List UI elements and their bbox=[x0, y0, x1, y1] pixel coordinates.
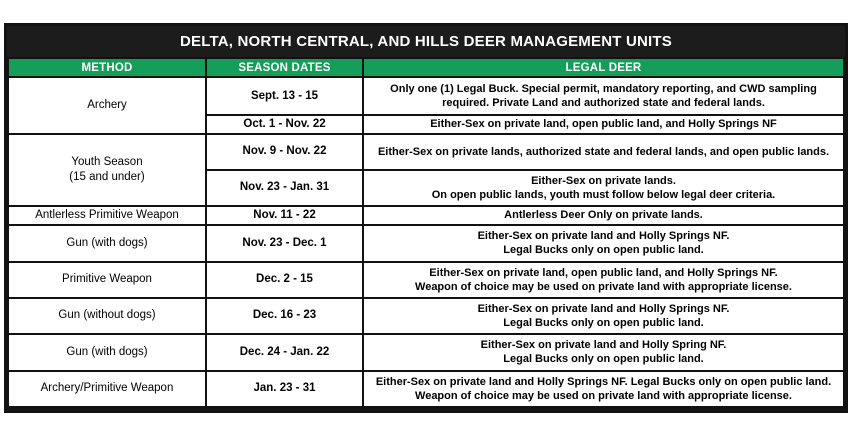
legal-deer-cell: Either-Sex on private land and Holly Spr… bbox=[362, 332, 845, 372]
table-row: Primitive Weapon Dec. 2 - 15 Either-Sex on… bbox=[7, 260, 845, 299]
season-dates-cell: Oct. 1 - Nov. 22 bbox=[205, 114, 364, 135]
table-header: METHOD SEASON DATES LEGAL DEER bbox=[7, 57, 845, 78]
header-row: METHOD SEASON DATES LEGAL DEER bbox=[7, 57, 845, 78]
legal-deer-cell: Either-Sex on private lands. On open pub… bbox=[362, 168, 845, 207]
legal-deer-cell: Either-Sex on private land, open public … bbox=[362, 260, 845, 299]
season-dates-cell: Dec. 24 - Jan. 22 bbox=[205, 332, 364, 372]
legal-deer-cell: Either-Sex on private land and Holly Spr… bbox=[362, 223, 845, 263]
method-cell: Gun (with dogs) bbox=[7, 223, 207, 263]
table-row: Gun (without dogs) Dec. 16 - 23 Either-Sex… bbox=[7, 296, 845, 335]
table-row: Gun (with dogs) Nov. 23 - Dec. 1 Either-Se… bbox=[7, 223, 845, 263]
table-row: Archery Sept. 13 - 15 Only one (1) Legal B… bbox=[7, 76, 845, 135]
season-dates-cell: Nov. 23 - Jan. 31 bbox=[205, 168, 364, 207]
column-header-method: METHOD bbox=[7, 57, 207, 78]
method-cell: Gun (with dogs) bbox=[7, 332, 207, 372]
column-header-season-dates: SEASON DATES bbox=[205, 57, 364, 78]
table-row: Nov. 23 - Jan. 31 Either-Sex on private l… bbox=[8, 168, 845, 207]
season-dates-cell: Dec. 2 - 15 bbox=[205, 260, 364, 299]
table-row: Archery/Primitive Weapon Jan. 23 - 31 Eith… bbox=[7, 369, 845, 408]
legal-deer-cell: Antlerless Deer Only on private lands. bbox=[362, 204, 845, 226]
table-row: Youth Season (15 and under) Nov. 9 - Nov.… bbox=[7, 132, 845, 207]
method-cell: Archery/Primitive Weapon bbox=[7, 369, 207, 408]
legal-deer-cell: Only one (1) Legal Buck. Special permit,… bbox=[362, 76, 845, 116]
method-cell: Antlerless Primitive Weapon bbox=[7, 204, 207, 226]
season-dates-cell: Dec. 16 - 23 bbox=[205, 296, 364, 335]
season-dates-cell: Nov. 9 - Nov. 22 bbox=[205, 132, 364, 171]
legal-deer-cell: Either-Sex on private land and Holly Spr… bbox=[362, 369, 845, 408]
deer-management-table-container: DELTA, NORTH CENTRAL, AND HILLS DEER MAN… bbox=[4, 23, 848, 413]
legal-deer-cell: Either-Sex on private land and Holly Spr… bbox=[362, 296, 845, 335]
season-dates-cell: Nov. 11 - 22 bbox=[205, 204, 364, 226]
method-cell: Gun (without dogs) bbox=[7, 296, 207, 335]
method-cell: Archery bbox=[7, 76, 207, 135]
table-title: DELTA, NORTH CENTRAL, AND HILLS DEER MAN… bbox=[7, 26, 845, 57]
column-header-legal-deer: LEGAL DEER bbox=[362, 57, 845, 78]
table-row: Gun (with dogs) Dec. 24 - Jan. 22 Either-S… bbox=[7, 332, 845, 372]
season-dates-cell: Sept. 13 - 15 bbox=[205, 76, 364, 116]
table-row: Antlerless Primitive Weapon Nov. 11 - 22 A… bbox=[7, 204, 845, 226]
table-row: Oct. 1 - Nov. 22 Either-Sex on private la… bbox=[8, 114, 845, 135]
method-cell: Youth Season (15 and under) bbox=[7, 132, 207, 207]
legal-deer-cell: Either-Sex on private lands, authorized … bbox=[362, 132, 845, 171]
season-dates-cell: Jan. 23 - 31 bbox=[205, 369, 364, 408]
deer-seasons-table: METHOD SEASON DATES LEGAL DEER Archery Se… bbox=[7, 57, 845, 408]
season-dates-cell: Nov. 23 - Dec. 1 bbox=[205, 223, 364, 263]
method-cell: Primitive Weapon bbox=[7, 260, 207, 299]
legal-deer-cell: Either-Sex on private land, open public … bbox=[362, 114, 845, 135]
table-body: Archery Sept. 13 - 15 Only one (1) Legal B… bbox=[7, 76, 845, 408]
